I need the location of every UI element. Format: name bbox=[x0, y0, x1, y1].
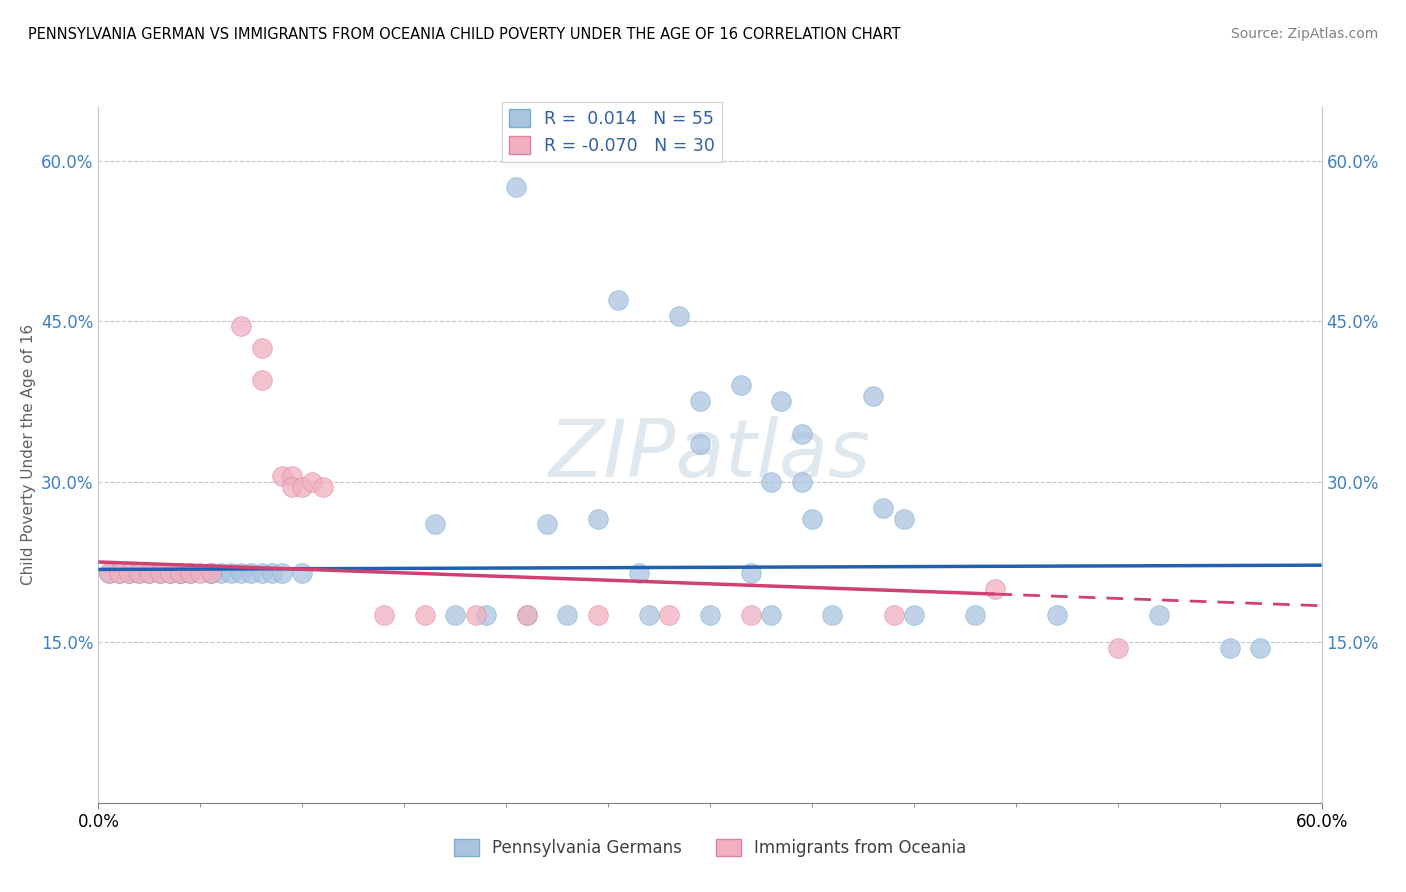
Point bbox=[97, 566, 120, 580]
Y-axis label: Child Poverty Under the Age of 16: Child Poverty Under the Age of 16 bbox=[21, 325, 35, 585]
Point bbox=[444, 608, 467, 623]
Point bbox=[740, 608, 762, 623]
Point bbox=[219, 566, 242, 580]
Point bbox=[231, 566, 253, 580]
Point bbox=[893, 512, 915, 526]
Point bbox=[689, 437, 711, 451]
Point bbox=[169, 566, 191, 580]
Point bbox=[586, 512, 609, 526]
Point bbox=[464, 608, 486, 623]
Point bbox=[128, 566, 150, 580]
Point bbox=[759, 608, 782, 623]
Point bbox=[149, 566, 172, 580]
Point bbox=[108, 566, 131, 580]
Point bbox=[200, 566, 222, 580]
Point bbox=[638, 608, 661, 623]
Point bbox=[821, 608, 844, 623]
Point bbox=[188, 566, 212, 580]
Point bbox=[536, 517, 558, 532]
Point bbox=[658, 608, 681, 623]
Point bbox=[413, 608, 436, 623]
Point bbox=[118, 566, 141, 580]
Text: PENNSYLVANIA GERMAN VS IMMIGRANTS FROM OCEANIA CHILD POVERTY UNDER THE AGE OF 16: PENNSYLVANIA GERMAN VS IMMIGRANTS FROM O… bbox=[28, 27, 901, 42]
Point bbox=[200, 566, 222, 580]
Point bbox=[515, 608, 537, 623]
Point bbox=[862, 389, 884, 403]
Text: ZIPatlas: ZIPatlas bbox=[548, 416, 872, 494]
Point bbox=[231, 319, 253, 334]
Point bbox=[740, 566, 762, 580]
Point bbox=[790, 426, 813, 441]
Point bbox=[108, 566, 131, 580]
Point bbox=[586, 608, 609, 623]
Point bbox=[200, 566, 222, 580]
Point bbox=[250, 341, 273, 355]
Point bbox=[138, 566, 160, 580]
Point bbox=[883, 608, 905, 623]
Point bbox=[1147, 608, 1170, 623]
Point bbox=[118, 566, 141, 580]
Point bbox=[770, 394, 793, 409]
Point bbox=[240, 566, 263, 580]
Legend: Pennsylvania Germans, Immigrants from Oceania: Pennsylvania Germans, Immigrants from Oc… bbox=[447, 832, 973, 864]
Point bbox=[311, 480, 335, 494]
Point bbox=[301, 475, 323, 489]
Point bbox=[965, 608, 987, 623]
Point bbox=[627, 566, 650, 580]
Point bbox=[730, 378, 752, 392]
Point bbox=[607, 293, 630, 307]
Point bbox=[759, 475, 782, 489]
Point bbox=[689, 394, 711, 409]
Point bbox=[872, 501, 894, 516]
Point bbox=[138, 566, 160, 580]
Point bbox=[179, 566, 201, 580]
Point bbox=[515, 608, 537, 623]
Point bbox=[159, 566, 181, 580]
Point bbox=[1045, 608, 1067, 623]
Point bbox=[557, 608, 579, 623]
Point bbox=[250, 566, 273, 580]
Point bbox=[209, 566, 232, 580]
Point bbox=[281, 480, 304, 494]
Point bbox=[699, 608, 721, 623]
Point bbox=[505, 180, 527, 194]
Point bbox=[97, 566, 120, 580]
Point bbox=[270, 566, 292, 580]
Point bbox=[790, 475, 813, 489]
Point bbox=[903, 608, 925, 623]
Point bbox=[423, 517, 446, 532]
Point bbox=[281, 469, 304, 483]
Point bbox=[1219, 640, 1241, 655]
Point bbox=[169, 566, 191, 580]
Point bbox=[169, 566, 191, 580]
Point bbox=[291, 480, 314, 494]
Point bbox=[474, 608, 498, 623]
Point bbox=[159, 566, 181, 580]
Point bbox=[291, 566, 314, 580]
Point bbox=[373, 608, 395, 623]
Point bbox=[260, 566, 283, 580]
Point bbox=[1249, 640, 1271, 655]
Point bbox=[149, 566, 172, 580]
Point bbox=[128, 566, 150, 580]
Point bbox=[250, 373, 273, 387]
Point bbox=[668, 309, 690, 323]
Text: Source: ZipAtlas.com: Source: ZipAtlas.com bbox=[1230, 27, 1378, 41]
Point bbox=[1107, 640, 1129, 655]
Point bbox=[984, 582, 1007, 596]
Point bbox=[801, 512, 824, 526]
Point bbox=[179, 566, 201, 580]
Point bbox=[270, 469, 292, 483]
